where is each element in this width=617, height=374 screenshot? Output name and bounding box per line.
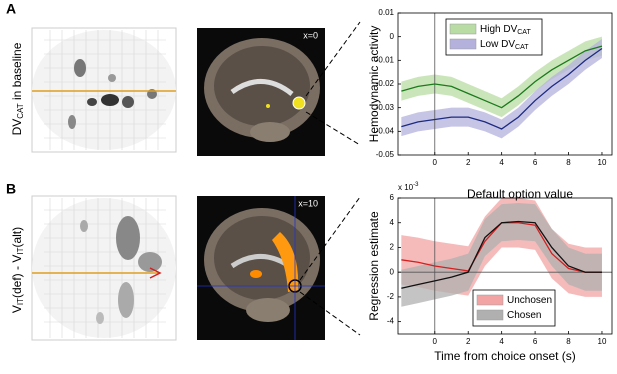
x-tick-label: 6 bbox=[533, 158, 538, 167]
series-line bbox=[401, 47, 603, 130]
legend-label: Unchosen bbox=[507, 295, 552, 306]
x-tick-label: 0 bbox=[433, 158, 438, 167]
mri-slice: x=10 bbox=[197, 196, 325, 340]
x-tick-label: 4 bbox=[499, 337, 504, 346]
slice-label: x=10 bbox=[298, 198, 318, 208]
y-axis-label: Hemodynamic activity bbox=[367, 26, 381, 143]
series-line bbox=[401, 220, 602, 289]
x-tick-label: 4 bbox=[499, 158, 504, 167]
legend-subscript: CAT bbox=[515, 44, 529, 51]
x-tick-label: 2 bbox=[466, 337, 471, 346]
legend-name: High DV bbox=[480, 24, 518, 35]
legend-label: Low DVCAT bbox=[480, 39, 529, 51]
label-part: V bbox=[10, 305, 24, 313]
chart: -0.05 -0.04 -0.03 -0.02 -0.01 0 0.01 0 2 4 6 8 10 Hem… bbox=[367, 8, 613, 167]
y-tick-label: 4 bbox=[390, 218, 395, 227]
error-band bbox=[401, 36, 602, 118]
subscript: CAT bbox=[16, 103, 25, 119]
connector bbox=[305, 111, 361, 146]
y-multiplier: x 10-3 bbox=[398, 182, 419, 193]
legend-swatch bbox=[476, 309, 504, 321]
multiplier-text: x 10 bbox=[398, 183, 414, 192]
y-tick-label: 6 bbox=[390, 193, 395, 202]
y-tick-label: 0 bbox=[390, 32, 395, 41]
legend-name: Chosen bbox=[507, 310, 541, 321]
label-part: DV bbox=[10, 119, 24, 136]
legend-name: Unchosen bbox=[507, 295, 552, 306]
x-axis-label: Time from choice onset (s) bbox=[434, 349, 576, 363]
y-tick-label: -0.04 bbox=[376, 126, 395, 135]
y-tick-label: -0.02 bbox=[376, 79, 395, 88]
y-axis-label: Regression estimate bbox=[367, 211, 381, 321]
mri-slice: x=0 bbox=[197, 28, 325, 156]
legend-subscript: CAT bbox=[517, 29, 531, 36]
x-tick-label: 0 bbox=[433, 337, 438, 346]
glass-brain bbox=[31, 195, 177, 341]
subscript: IT bbox=[16, 247, 25, 254]
legend-label: Chosen bbox=[507, 310, 541, 321]
label-part: in baseline bbox=[10, 42, 24, 103]
y-tick-label: -0.05 bbox=[376, 150, 395, 159]
legend-swatch bbox=[476, 294, 504, 306]
connector bbox=[299, 291, 361, 336]
slice-label: x=0 bbox=[303, 30, 318, 40]
y-tick-label: -4 bbox=[387, 317, 395, 326]
error-band bbox=[401, 202, 602, 307]
multiplier-exponent: -3 bbox=[413, 182, 419, 188]
y-tick-label: -0.03 bbox=[376, 103, 395, 112]
connector bbox=[305, 21, 361, 97]
series-line bbox=[401, 45, 603, 109]
glass-brain bbox=[31, 27, 177, 153]
x-tick-label: 10 bbox=[598, 158, 607, 167]
y-tick-label: -2 bbox=[387, 292, 395, 301]
panel-label: B bbox=[6, 181, 16, 197]
chart-title: Default option value bbox=[467, 187, 573, 201]
x-tick-label: 8 bbox=[566, 158, 571, 167]
legend-swatch bbox=[449, 38, 477, 50]
plot-frame bbox=[397, 197, 613, 335]
subscript: IT bbox=[16, 298, 25, 305]
chart: -4 -2 0 2 4 6 0 2 4 6 8 10 Regression estimate Time f… bbox=[367, 182, 613, 363]
y-tick-label: 0.01 bbox=[378, 8, 394, 17]
y-tick-label: 0 bbox=[390, 267, 395, 276]
x-tick-label: 6 bbox=[533, 337, 538, 346]
y-tick-label: -0.01 bbox=[376, 55, 395, 64]
label-part: (def) - V bbox=[10, 255, 24, 298]
y-tick-label: 2 bbox=[390, 243, 395, 252]
connector bbox=[299, 196, 361, 281]
label-part: (alt) bbox=[10, 227, 24, 248]
legend-label: High DVCAT bbox=[480, 24, 531, 36]
panel-ylabel: DVCAT in baseline bbox=[10, 42, 25, 135]
panel-ylabel: VIT(def) - VIT(alt) bbox=[10, 227, 25, 313]
legend-swatch bbox=[449, 23, 477, 35]
x-tick-label: 10 bbox=[598, 337, 607, 346]
x-tick-label: 2 bbox=[466, 158, 471, 167]
error-band bbox=[401, 39, 602, 139]
legend-name: Low DV bbox=[480, 39, 515, 50]
panel-label: A bbox=[6, 1, 16, 17]
x-tick-label: 8 bbox=[566, 337, 571, 346]
